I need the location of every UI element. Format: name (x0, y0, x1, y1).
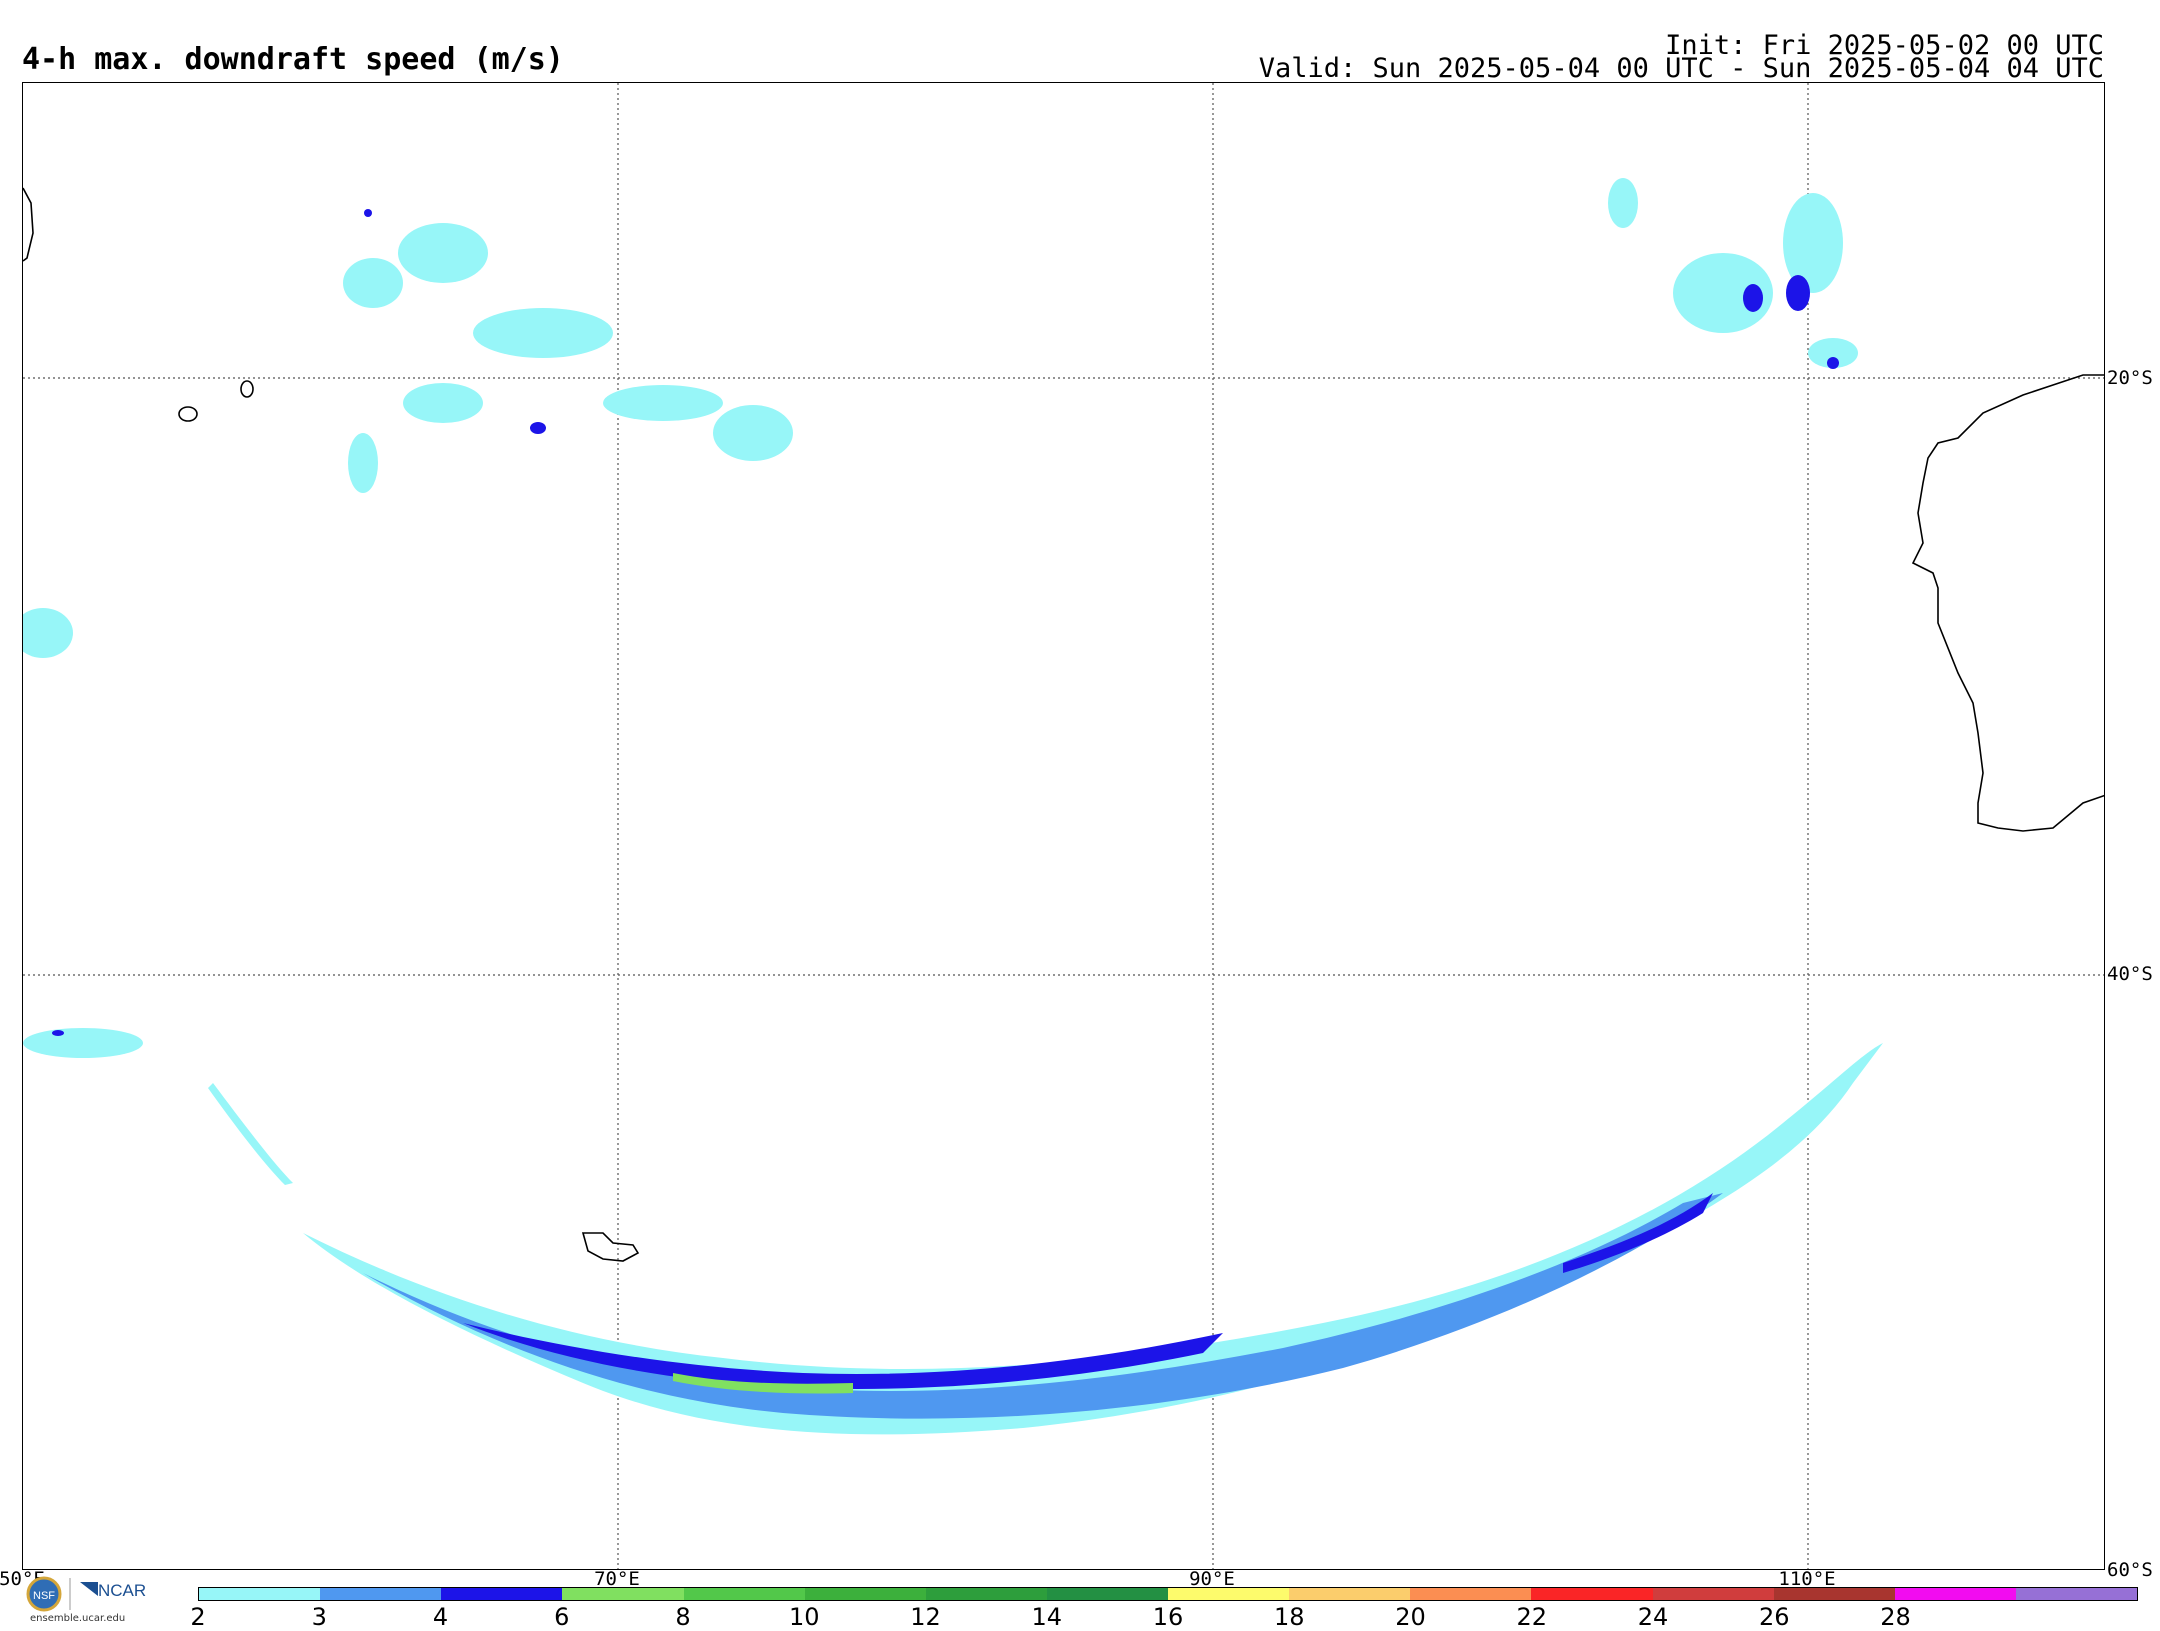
colorbar-tick-label: 28 (1880, 1603, 1911, 1631)
lat-label-40s: 40°S (2107, 963, 2153, 985)
colorbar-swatch (1652, 1588, 1774, 1600)
colorbar-tick-label: 14 (1031, 1603, 1063, 1631)
colorbar-swatch (2015, 1588, 2137, 1600)
colorbar-swatch (1773, 1588, 1895, 1600)
downdraft-cells-north-strong (52, 209, 1839, 1036)
kerguelen-outline (581, 1232, 640, 1262)
colorbar-ticks: 2 3 4 6 8 10 12 14 16 18 20 22 24 26 28 (190, 1603, 2138, 1631)
lon-label-90e: 90°E (1189, 1568, 1235, 1590)
colorbar-tick-label: 2 (190, 1603, 206, 1631)
downdraft-band-south (208, 1043, 1883, 1435)
australia-coast (1911, 374, 2104, 832)
map-title: 4-h max. downdraft speed (m/s) (22, 42, 564, 77)
colorbar-swatch (804, 1588, 926, 1600)
colorbar-tick-label: 18 (1273, 1603, 1305, 1631)
colorbar-tick-label: 26 (1758, 1603, 1790, 1631)
coastlines (23, 187, 2104, 1262)
colorbar-tick-label: 8 (675, 1603, 691, 1631)
madagascar-coast (23, 187, 34, 262)
colorbar (198, 1587, 2138, 1601)
ncar-logo-text: NCAR (98, 1581, 147, 1600)
nsf-ncar-logo: NSF (26, 1576, 98, 1612)
downdraft-cells-north (23, 178, 1858, 1058)
colorbar-swatch (562, 1588, 684, 1600)
svg-text:NSF: NSF (33, 1590, 55, 1602)
colorbar-tick-label: 3 (311, 1603, 327, 1631)
lat-label-60s: 60°S (2107, 1559, 2153, 1581)
colorbar-swatch (1894, 1588, 2016, 1600)
colorbar-swatch (1046, 1588, 1168, 1600)
colorbar-swatch (683, 1588, 805, 1600)
map-canvas (23, 83, 2104, 1569)
colorbar-swatch (1289, 1588, 1411, 1600)
colorbar-swatch (925, 1588, 1047, 1600)
mauritius-outline (178, 406, 198, 422)
gridlines (23, 83, 2104, 1569)
colorbar-swatch (1168, 1588, 1290, 1600)
colorbar-tick-label: 6 (554, 1603, 570, 1631)
colorbar-tick-label: 24 (1637, 1603, 1669, 1631)
colorbar-swatch (1410, 1588, 1532, 1600)
colorbar-tick-label: 20 (1395, 1603, 1426, 1631)
colorbar-tick-label: 16 (1152, 1603, 1184, 1631)
lon-label-110e: 110°E (1778, 1568, 1836, 1590)
lon-label-70e: 70°E (594, 1568, 640, 1590)
colorbar-swatch (199, 1588, 321, 1600)
colorbar-swatch (320, 1588, 442, 1600)
colorbar-swatch (441, 1588, 563, 1600)
colorbar-tick-label: 10 (788, 1603, 820, 1631)
init-time: Init: Fri 2025-05-02 00 UTC (1665, 30, 2104, 61)
colorbar-swatch (1531, 1588, 1653, 1600)
valid-time: Valid: Sun 2025-05-04 00 UTC - Sun 2025-… (1258, 53, 2104, 84)
lat-label-20s: 20°S (2107, 367, 2153, 389)
colorbar-tick-label: 22 (1516, 1603, 1548, 1631)
colorbar-tick-label: 12 (910, 1603, 941, 1631)
rodrigues-outline (240, 380, 254, 398)
colorbar-tick-label: 4 (432, 1603, 449, 1631)
map-panel[interactable] (22, 82, 2105, 1570)
ensemble-url[interactable]: ensemble.ucar.edu (30, 1613, 126, 1624)
